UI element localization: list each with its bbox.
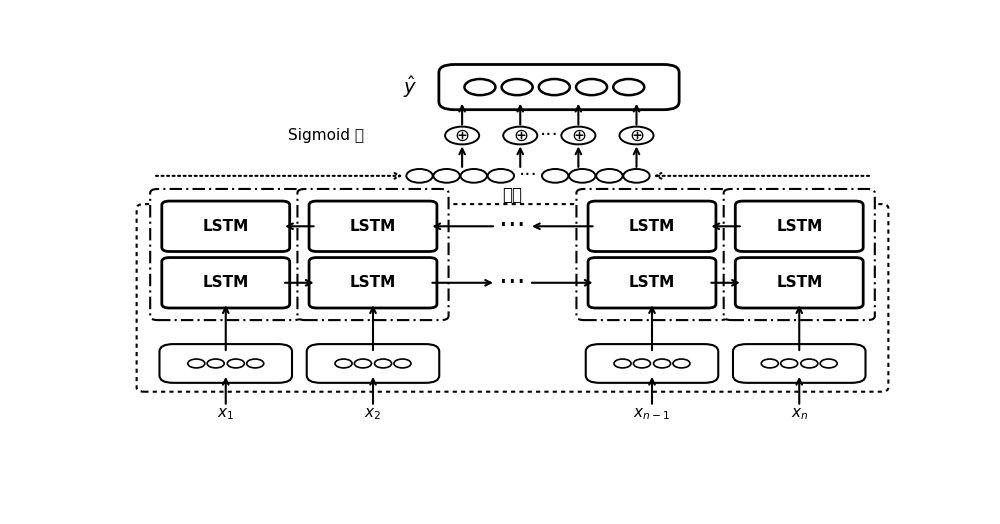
Text: $\oplus$: $\oplus$ (454, 126, 470, 145)
Text: $\oplus$: $\oplus$ (513, 126, 528, 145)
Text: LSTM: LSTM (776, 275, 822, 290)
FancyBboxPatch shape (307, 344, 439, 383)
Circle shape (576, 79, 607, 95)
Text: ···: ··· (519, 166, 537, 185)
Circle shape (613, 79, 644, 95)
Text: LSTM: LSTM (629, 219, 675, 234)
FancyBboxPatch shape (297, 189, 449, 320)
FancyBboxPatch shape (162, 258, 290, 308)
FancyBboxPatch shape (735, 201, 863, 252)
Text: LSTM: LSTM (203, 219, 249, 234)
Circle shape (820, 359, 837, 368)
FancyBboxPatch shape (576, 189, 728, 320)
Circle shape (781, 359, 798, 368)
Text: LSTM: LSTM (350, 219, 396, 234)
Text: LSTM: LSTM (350, 275, 396, 290)
Circle shape (596, 169, 623, 183)
Circle shape (464, 79, 495, 95)
Text: $x_n$: $x_n$ (791, 406, 808, 422)
Circle shape (761, 359, 778, 368)
Circle shape (207, 359, 224, 368)
Text: LSTM: LSTM (203, 275, 249, 290)
Text: $x_1$: $x_1$ (217, 406, 234, 422)
Circle shape (673, 359, 690, 368)
Circle shape (801, 359, 818, 368)
Circle shape (623, 169, 650, 183)
Circle shape (433, 169, 460, 183)
FancyBboxPatch shape (309, 201, 437, 252)
Text: $x_{n-1}$: $x_{n-1}$ (633, 406, 671, 422)
Circle shape (502, 79, 533, 95)
Circle shape (619, 127, 654, 145)
FancyBboxPatch shape (724, 189, 875, 320)
FancyBboxPatch shape (735, 258, 863, 308)
FancyBboxPatch shape (150, 189, 301, 320)
Text: LSTM: LSTM (629, 275, 675, 290)
Text: ···: ··· (499, 212, 526, 241)
FancyBboxPatch shape (588, 201, 716, 252)
Circle shape (561, 127, 595, 145)
Text: $\oplus$: $\oplus$ (629, 126, 644, 145)
Text: Sigmoid 层: Sigmoid 层 (288, 128, 364, 143)
FancyBboxPatch shape (586, 344, 718, 383)
Circle shape (569, 169, 595, 183)
Text: LSTM: LSTM (776, 219, 822, 234)
Circle shape (406, 169, 433, 183)
Text: ···: ··· (540, 126, 559, 145)
FancyBboxPatch shape (309, 258, 437, 308)
Circle shape (394, 359, 411, 368)
Circle shape (188, 359, 205, 368)
FancyBboxPatch shape (162, 201, 290, 252)
Text: 拼接: 拼接 (503, 186, 522, 204)
Circle shape (633, 359, 650, 368)
Circle shape (614, 359, 631, 368)
Circle shape (445, 127, 479, 145)
Circle shape (461, 169, 487, 183)
Circle shape (542, 169, 568, 183)
FancyBboxPatch shape (588, 258, 716, 308)
Circle shape (354, 359, 371, 368)
Text: $\hat{y}$: $\hat{y}$ (403, 74, 417, 100)
Text: $\oplus$: $\oplus$ (571, 126, 586, 145)
FancyBboxPatch shape (733, 344, 866, 383)
Circle shape (539, 79, 570, 95)
Circle shape (375, 359, 392, 368)
FancyBboxPatch shape (159, 344, 292, 383)
Circle shape (654, 359, 671, 368)
Circle shape (488, 169, 514, 183)
Circle shape (247, 359, 264, 368)
Circle shape (503, 127, 537, 145)
Text: ···: ··· (499, 269, 526, 297)
FancyBboxPatch shape (439, 64, 679, 110)
Text: $x_2$: $x_2$ (364, 406, 382, 422)
Circle shape (335, 359, 352, 368)
Circle shape (227, 359, 244, 368)
